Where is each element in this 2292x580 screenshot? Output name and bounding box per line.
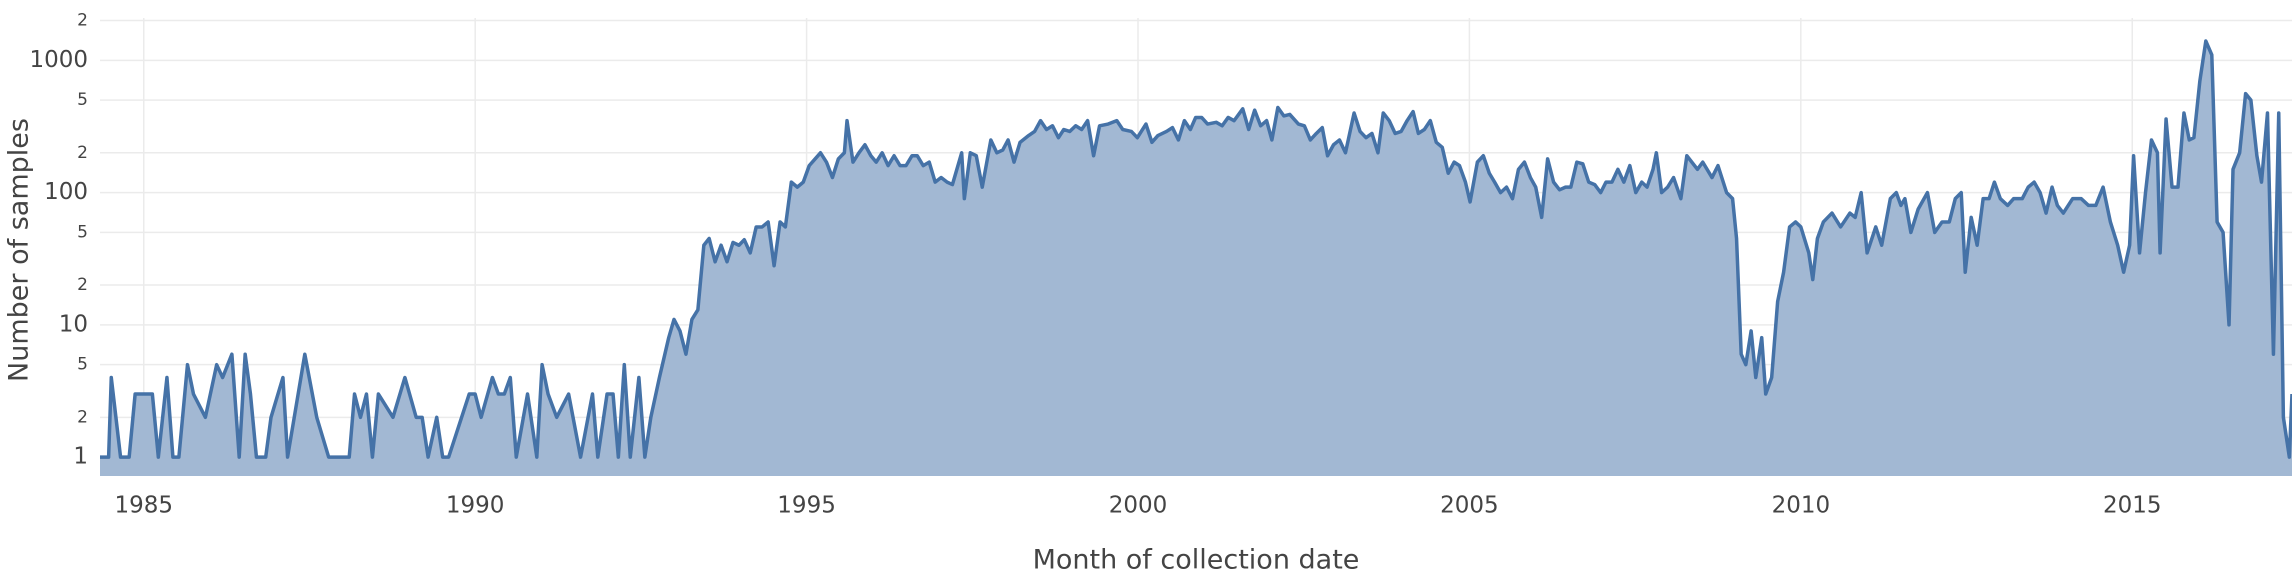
area-fill bbox=[100, 41, 2292, 477]
x-tick-label: 1995 bbox=[777, 493, 836, 519]
x-tick-label: 2010 bbox=[1772, 493, 1831, 519]
x-tick-label: 1990 bbox=[446, 493, 505, 519]
y-tick-label: 5 bbox=[77, 222, 88, 242]
y-tick-label: 1 bbox=[73, 444, 88, 470]
x-tick-label: 1985 bbox=[114, 493, 173, 519]
y-tick-label: 2 bbox=[77, 143, 88, 163]
x-tick-label: 2015 bbox=[2103, 493, 2162, 519]
y-tick-label: 10 bbox=[59, 311, 88, 337]
y-tick-label: 2 bbox=[77, 275, 88, 295]
x-tick-label: 2005 bbox=[1440, 493, 1499, 519]
y-tick-label: 5 bbox=[77, 90, 88, 110]
y-tick-label: 5 bbox=[77, 355, 88, 375]
y-tick-label: 2 bbox=[77, 11, 88, 31]
x-tick-label: 2000 bbox=[1109, 493, 1168, 519]
x-axis-title: Month of collection date bbox=[1033, 545, 1360, 576]
area-line bbox=[100, 39, 2292, 459]
y-tick-label: 100 bbox=[44, 179, 88, 205]
y-tick-label: 2 bbox=[77, 407, 88, 427]
y-axis-title: Number of samples bbox=[4, 118, 35, 382]
y-tick-label: 1000 bbox=[29, 47, 88, 73]
